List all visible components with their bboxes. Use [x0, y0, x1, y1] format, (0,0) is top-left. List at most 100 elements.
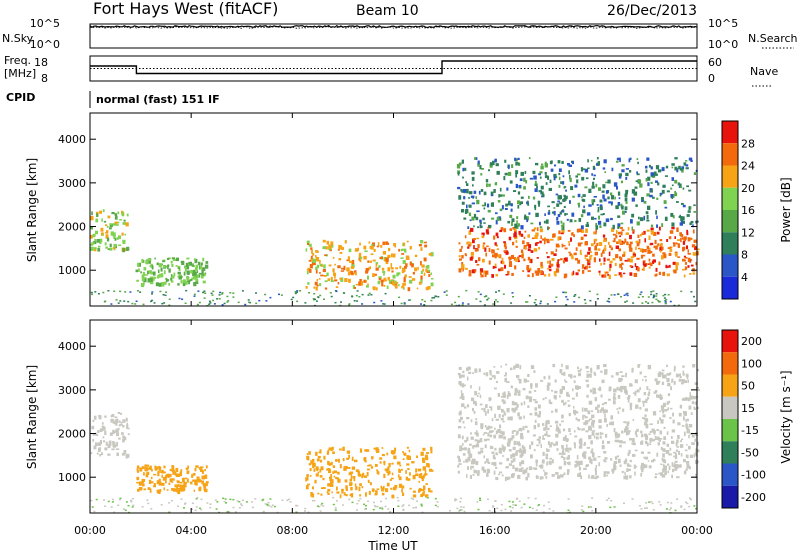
vel-data-cell — [458, 419, 462, 423]
power-data-cell — [476, 199, 480, 205]
power-data-ground — [382, 303, 385, 305]
power-data-cell — [490, 191, 494, 196]
power-data-cell — [597, 248, 601, 251]
power-data-cell — [168, 268, 171, 273]
vel-data-cell — [675, 449, 679, 452]
vel-data-cell — [577, 372, 581, 377]
vel-data-ground — [261, 499, 264, 502]
power-data-cell — [547, 205, 550, 208]
vel-data-cell — [579, 445, 582, 449]
power-data-ground — [353, 300, 356, 302]
power-data-cell — [629, 265, 632, 267]
time-axis: 00:00 04:00 08:00 12:00 16:00 20:00 00:00 — [74, 113, 713, 537]
power-data-cell — [643, 263, 647, 267]
power-data-cell — [677, 243, 680, 248]
vel-data-cell — [506, 408, 510, 413]
vel-data-cell — [172, 469, 175, 473]
power-data-cell — [632, 251, 636, 256]
power-data-cell — [620, 180, 623, 184]
power-data-cell — [624, 259, 628, 262]
vel-data-cell — [671, 440, 675, 444]
vel-data-cell — [593, 457, 597, 461]
velocity-colorbar-tick: 100 — [741, 357, 762, 370]
vel-data-cell — [574, 461, 578, 463]
power-data-cell — [390, 279, 394, 282]
vel-data-cell — [484, 444, 487, 449]
power-data-cell — [315, 257, 320, 262]
power-data-cell — [374, 273, 377, 276]
vel-data-cell — [458, 374, 462, 379]
vel-data-cell — [512, 430, 516, 432]
power-data-cell — [662, 184, 666, 188]
vel-data-cell — [525, 476, 528, 481]
vel-data-cell — [598, 386, 602, 392]
power-data-ground — [398, 296, 401, 299]
vel-data-ground — [271, 504, 274, 506]
vel-data-cell — [595, 475, 599, 478]
vel-data-cell — [537, 404, 541, 409]
power-data-cell — [483, 222, 486, 224]
vel-data-cell — [577, 418, 581, 422]
vel-data-cell — [507, 439, 511, 443]
vel-data-cell — [631, 442, 633, 445]
vel-data-cell — [336, 491, 340, 494]
vel-data-cell — [461, 435, 464, 440]
vel-data-cell — [185, 467, 189, 470]
power-data-cell — [515, 161, 518, 166]
vel-data-cell — [487, 461, 491, 465]
vel-data-cell — [460, 390, 463, 393]
power-data-cell — [492, 160, 495, 166]
vel-data-cell — [561, 450, 565, 454]
power-data-cell — [375, 263, 378, 267]
power-data-cell — [477, 164, 480, 167]
vel-data-cell — [384, 468, 388, 472]
power-data-cell — [643, 249, 647, 253]
vel-data-cell — [594, 372, 597, 376]
vel-data-cell — [422, 474, 426, 477]
vel-data-cell — [386, 452, 389, 456]
power-data-cell — [649, 262, 652, 265]
power-data-cell — [605, 190, 609, 194]
power-data-ground — [640, 291, 643, 293]
vel-data-cell — [662, 468, 664, 473]
vel-data-cell — [578, 428, 581, 431]
power-data-ground — [115, 299, 118, 301]
power-data-ground — [295, 291, 298, 293]
vel-data-cell — [516, 450, 519, 452]
power-data-cell — [388, 247, 391, 252]
power-data-cell — [612, 224, 615, 230]
power-data-cell — [677, 239, 680, 241]
vel-data-ground — [195, 506, 198, 508]
vel-data-cell — [335, 476, 338, 480]
vel-data-cell — [674, 454, 678, 460]
power-data-cell — [195, 275, 198, 278]
power-data-cell — [610, 203, 613, 206]
vel-data-ground — [200, 508, 203, 511]
power-data-ground — [107, 290, 110, 292]
vel-data-cell — [319, 468, 322, 473]
power-data-cell — [567, 241, 571, 243]
power-data-cell — [653, 171, 657, 176]
vel-data-cell — [486, 458, 489, 463]
vel-data-cell — [315, 451, 318, 456]
power-data-cell — [160, 273, 164, 278]
vel-data-cell — [489, 406, 492, 408]
vel-data-cell — [512, 453, 516, 458]
power-data-cell — [558, 236, 562, 240]
power-data-ground — [652, 290, 655, 292]
power-data-ground — [319, 294, 322, 297]
vel-data-cell — [336, 486, 338, 491]
power-data-ground — [525, 301, 527, 303]
power-data-cell — [182, 282, 186, 287]
vel-data-cell — [139, 467, 143, 472]
vel-data-cell — [497, 392, 500, 397]
power-data-cell — [677, 182, 680, 186]
vel-data-cell — [332, 451, 335, 454]
power-data-cell — [111, 212, 115, 215]
vel-data-cell — [500, 396, 504, 398]
vel-data-ground — [110, 506, 113, 508]
power-data-cell — [670, 187, 673, 190]
vel-data-cell — [567, 404, 570, 408]
vel-data-cell — [544, 471, 546, 476]
